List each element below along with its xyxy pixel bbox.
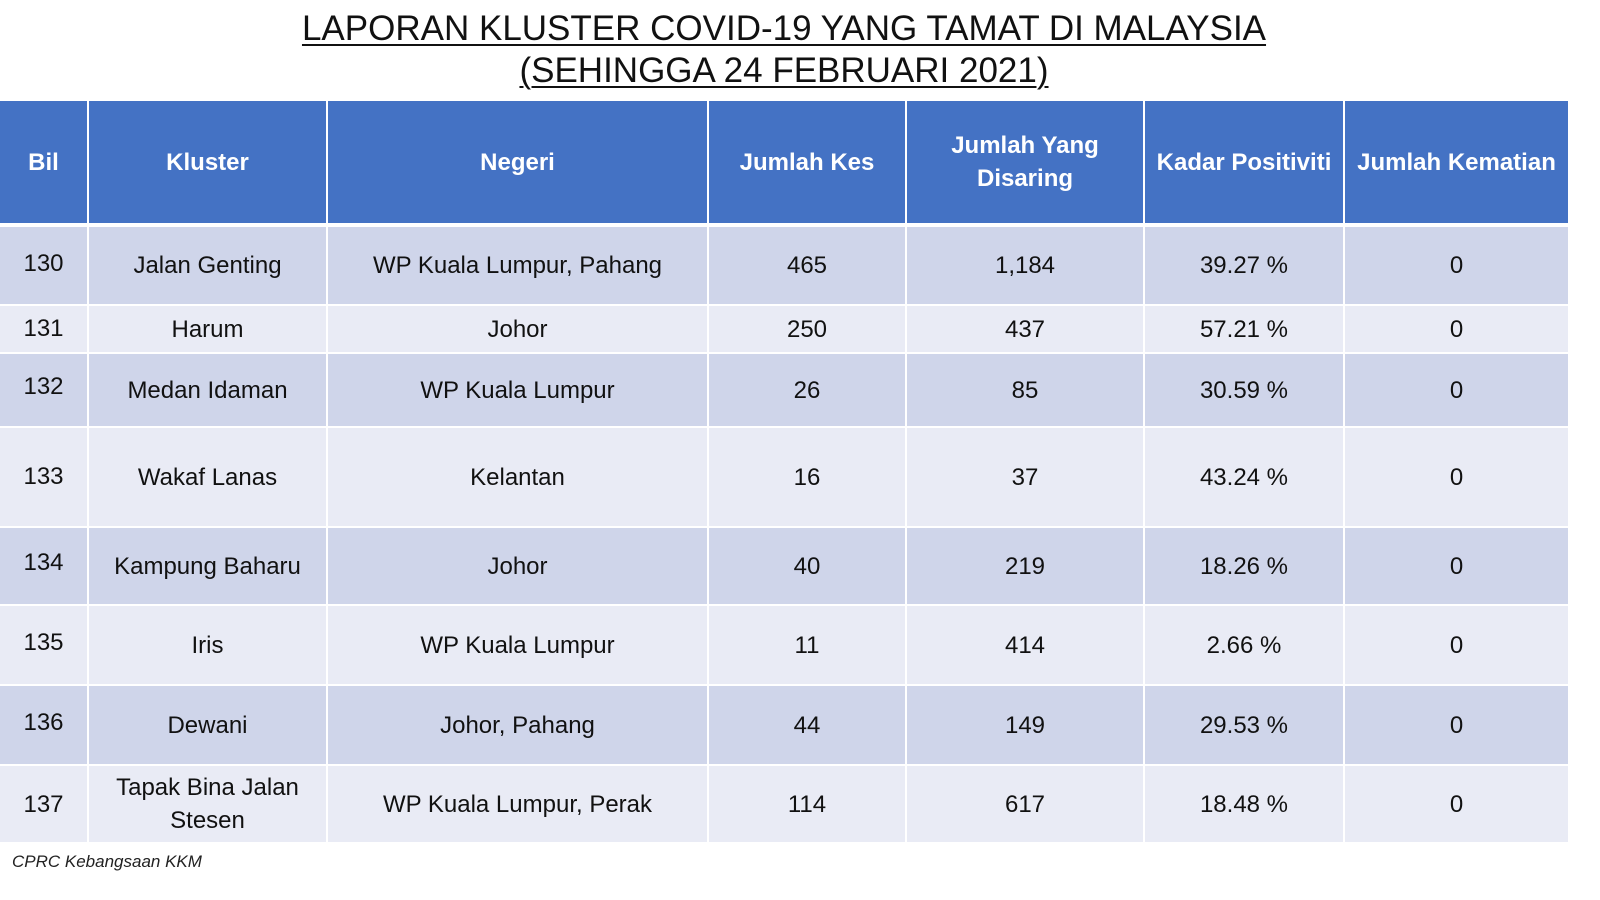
cell-kluster: Kampung Baharu [88, 527, 328, 606]
header-negeri: Negeri [327, 101, 709, 227]
source-footer: CPRC Kebangsaan KKM [12, 852, 202, 871]
cell-kluster: Jalan Genting [88, 225, 328, 306]
cell-jumlah-kematian: 0 [1344, 353, 1568, 428]
cell-negeri: Johor [327, 305, 709, 354]
cell-jumlah-disaring: 437 [906, 305, 1145, 354]
cell-kadar-positiviti: 2.66 % [1144, 605, 1345, 686]
cell-bil: 137 [0, 765, 89, 844]
cluster-table: Bil Kluster Negeri Jumlah Kes Jumlah Yan… [0, 101, 1568, 844]
cell-negeri: Johor, Pahang [327, 685, 709, 766]
cell-kluster: Tapak Bina Jalan Stesen [88, 765, 328, 844]
report-title-line2: (SEHINGGA 24 FEBRUARI 2021) [519, 51, 1049, 90]
cell-jumlah-kes: 465 [708, 225, 907, 306]
cell-jumlah-kematian: 0 [1344, 427, 1568, 528]
header-kluster: Kluster [88, 101, 328, 227]
cell-jumlah-kes: 250 [708, 305, 907, 354]
report-title: LAPORAN KLUSTER COVID-19 YANG TAMAT DI M… [0, 8, 1568, 92]
cell-kadar-positiviti: 18.26 % [1144, 527, 1345, 606]
cell-kluster: Wakaf Lanas [88, 427, 328, 528]
cell-kluster: Dewani [88, 685, 328, 766]
cell-bil: 136 [0, 685, 89, 766]
table-row: 136 Dewani Johor, Pahang 44 149 29.53 % … [0, 685, 1568, 766]
cell-jumlah-disaring: 1,184 [906, 225, 1145, 306]
cell-negeri: WP Kuala Lumpur, Perak [327, 765, 709, 844]
cell-kluster: Iris [88, 605, 328, 686]
cell-negeri: Kelantan [327, 427, 709, 528]
cell-jumlah-kematian: 0 [1344, 225, 1568, 306]
cell-kadar-positiviti: 39.27 % [1144, 225, 1345, 306]
table-row: 135 Iris WP Kuala Lumpur 11 414 2.66 % 0 [0, 605, 1568, 686]
cell-jumlah-disaring: 85 [906, 353, 1145, 428]
cell-bil: 134 [0, 527, 89, 606]
header-kadar-positiviti: Kadar Positiviti [1144, 101, 1345, 227]
header-jumlah-kes: Jumlah Kes [708, 101, 907, 227]
cell-jumlah-kes: 114 [708, 765, 907, 844]
cell-kadar-positiviti: 30.59 % [1144, 353, 1345, 428]
table-header-row: Bil Kluster Negeri Jumlah Kes Jumlah Yan… [0, 101, 1568, 227]
cell-bil: 132 [0, 353, 89, 428]
header-jumlah-disaring: Jumlah Yang Disaring [906, 101, 1145, 227]
header-jumlah-kematian: Jumlah Kematian [1344, 101, 1568, 227]
cell-bil: 131 [0, 305, 89, 354]
cell-bil: 133 [0, 427, 89, 528]
cell-jumlah-disaring: 617 [906, 765, 1145, 844]
cell-jumlah-disaring: 219 [906, 527, 1145, 606]
report-title-line1: LAPORAN KLUSTER COVID-19 YANG TAMAT DI M… [301, 9, 1267, 48]
cell-jumlah-kematian: 0 [1344, 685, 1568, 766]
cell-negeri: Johor [327, 527, 709, 606]
table-row: 137 Tapak Bina Jalan Stesen WP Kuala Lum… [0, 765, 1568, 844]
cell-jumlah-kematian: 0 [1344, 765, 1568, 844]
table-row: 134 Kampung Baharu Johor 40 219 18.26 % … [0, 527, 1568, 606]
table-row: 130 Jalan Genting WP Kuala Lumpur, Pahan… [0, 225, 1568, 306]
cell-jumlah-disaring: 37 [906, 427, 1145, 528]
cell-jumlah-kematian: 0 [1344, 305, 1568, 354]
cell-kadar-positiviti: 57.21 % [1144, 305, 1345, 354]
cell-jumlah-kes: 11 [708, 605, 907, 686]
cell-jumlah-kematian: 0 [1344, 605, 1568, 686]
cell-jumlah-kematian: 0 [1344, 527, 1568, 606]
cell-kadar-positiviti: 29.53 % [1144, 685, 1345, 766]
cell-kadar-positiviti: 18.48 % [1144, 765, 1345, 844]
cell-jumlah-kes: 26 [708, 353, 907, 428]
cell-negeri: WP Kuala Lumpur, Pahang [327, 225, 709, 306]
table-row: 132 Medan Idaman WP Kuala Lumpur 26 85 3… [0, 353, 1568, 428]
cell-kadar-positiviti: 43.24 % [1144, 427, 1345, 528]
cell-kluster: Harum [88, 305, 328, 354]
cell-jumlah-kes: 16 [708, 427, 907, 528]
cell-negeri: WP Kuala Lumpur [327, 353, 709, 428]
cell-bil: 130 [0, 225, 89, 306]
cell-jumlah-kes: 44 [708, 685, 907, 766]
header-bil: Bil [0, 101, 89, 227]
table-row: 131 Harum Johor 250 437 57.21 % 0 [0, 305, 1568, 354]
cell-jumlah-disaring: 414 [906, 605, 1145, 686]
cell-bil: 135 [0, 605, 89, 686]
cell-kluster: Medan Idaman [88, 353, 328, 428]
table-row: 133 Wakaf Lanas Kelantan 16 37 43.24 % 0 [0, 427, 1568, 528]
cell-jumlah-disaring: 149 [906, 685, 1145, 766]
cell-negeri: WP Kuala Lumpur [327, 605, 709, 686]
cell-jumlah-kes: 40 [708, 527, 907, 606]
